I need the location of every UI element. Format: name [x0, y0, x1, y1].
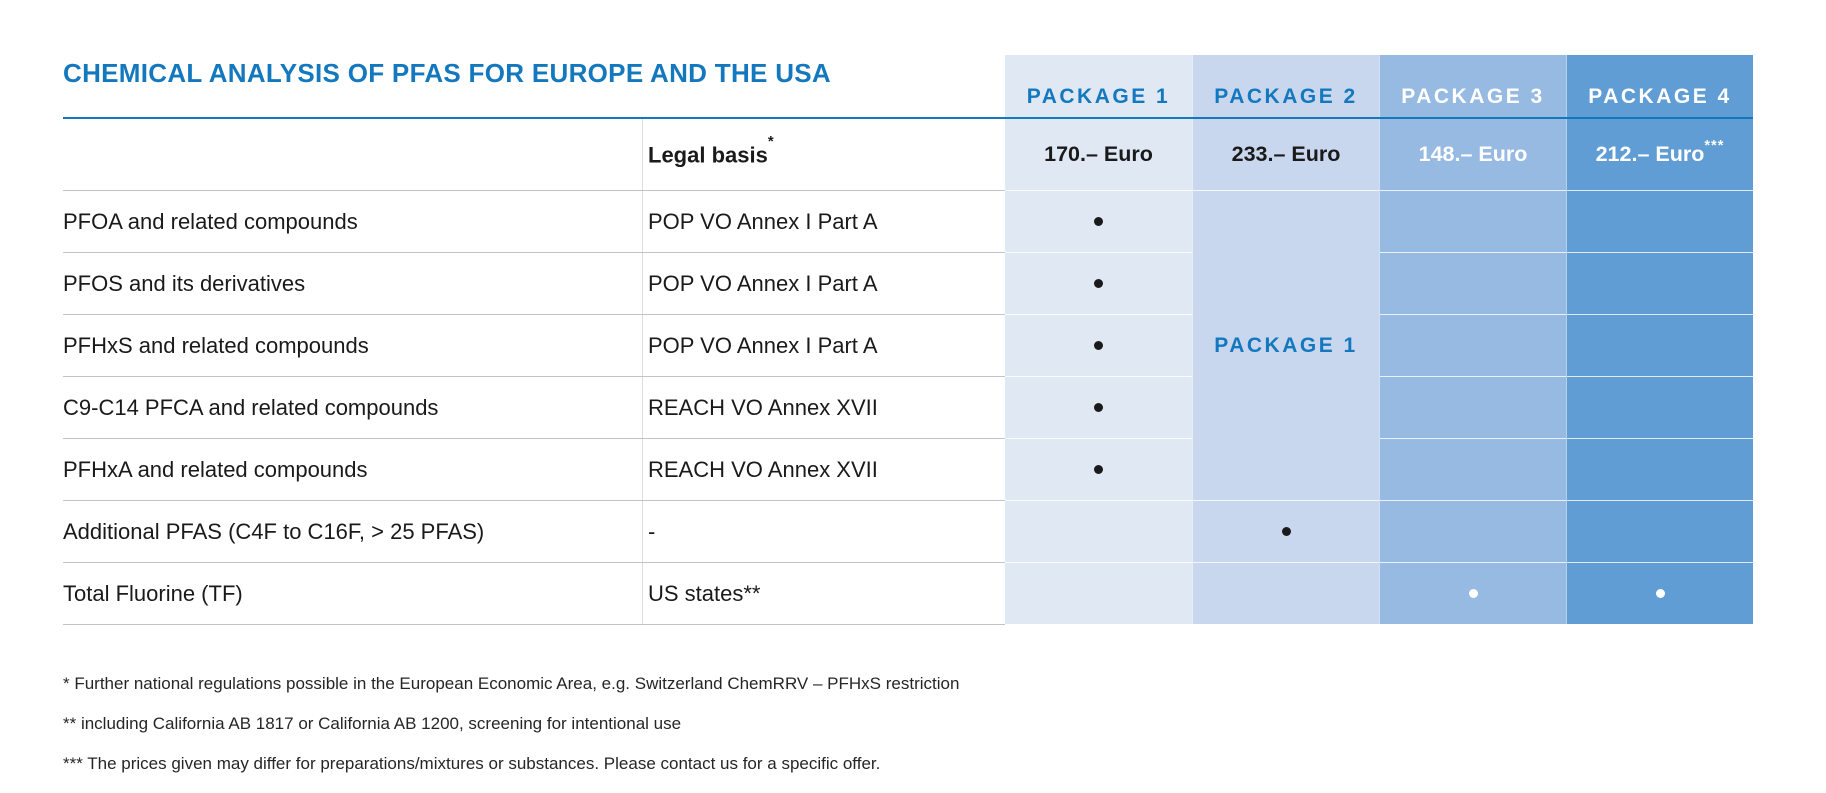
cell-package1-row2 [1005, 252, 1192, 314]
legal-basis-value: REACH VO Annex XVII [648, 456, 878, 482]
package-column-4: PACKAGE 4 212.– Euro *** [1566, 55, 1753, 624]
package-2-price: 233.– Euro [1193, 118, 1379, 190]
cell-package2-row7 [1193, 562, 1379, 624]
page-title: CHEMICAL ANALYSIS OF PFAS FOR EUROPE AND… [63, 58, 831, 88]
cell-package3-row4 [1380, 376, 1566, 438]
table-row: PFOS and its derivatives POP VO Annex I … [63, 252, 1005, 314]
package-column-1: PACKAGE 1 170.– Euro [1005, 55, 1192, 624]
substance-name: PFOS and its derivatives [63, 270, 306, 296]
footnotes: * Further national regulations possible … [63, 674, 959, 793]
table-row: Total Fluorine (TF) US states** [63, 562, 1005, 624]
cell-package3-row3 [1380, 314, 1566, 376]
package-3-price: 148.– Euro [1380, 118, 1566, 190]
legal-basis-value: POP VO Annex I Part A [648, 332, 878, 358]
legal-basis-value: POP VO Annex I Part A [648, 270, 878, 296]
cell-package3-row2 [1380, 252, 1566, 314]
package-4-price-asterisks: *** [1704, 137, 1725, 154]
package-1-header: PACKAGE 1 [1026, 85, 1171, 108]
included-dot [1094, 465, 1103, 474]
analysis-table-left: Legal basis* PFOA and related compounds … [63, 119, 1005, 625]
cell-package3-row6 [1380, 500, 1566, 562]
legal-basis-value: REACH VO Annex XVII [648, 394, 878, 420]
cell-package4-row7 [1567, 562, 1753, 624]
cell-package4-row2 [1567, 252, 1753, 314]
substance-name: PFOA and related compounds [63, 208, 358, 234]
substance-name: C9-C14 PFCA and related compounds [63, 394, 439, 420]
included-dot [1094, 341, 1103, 350]
included-dot [1094, 279, 1103, 288]
legal-basis-value: - [648, 518, 656, 544]
cell-package1-row7 [1005, 562, 1192, 624]
included-dot [1094, 403, 1103, 412]
cell-package3-row1 [1380, 190, 1566, 252]
legal-basis-value: POP VO Annex I Part A [648, 208, 878, 234]
cell-package4-row5 [1567, 438, 1753, 500]
column-divider-line [642, 119, 643, 625]
legal-basis-value: US states** [648, 580, 761, 606]
cell-package4-row6 [1567, 500, 1753, 562]
package-4-price-text: 212.– Euro [1595, 141, 1705, 166]
cell-package3-row7 [1380, 562, 1566, 624]
package-3-price-text: 148.– Euro [1418, 141, 1528, 166]
cell-package3-row5 [1380, 438, 1566, 500]
cell-package4-row3 [1567, 314, 1753, 376]
cell-package2-merged-package1: PACKAGE 1 [1193, 190, 1379, 500]
package-1-price: 170.– Euro [1005, 118, 1192, 190]
cell-package2-row6 [1193, 500, 1379, 562]
package-2-header: PACKAGE 2 [1214, 85, 1358, 108]
table-row: C9-C14 PFCA and related compounds REACH … [63, 376, 1005, 438]
table-row: Additional PFAS (C4F to C16F, > 25 PFAS)… [63, 500, 1005, 562]
footnote-2: ** including California AB 1817 or Calif… [63, 714, 682, 733]
cell-package4-row1 [1567, 190, 1753, 252]
package-1-price-text: 170.– Euro [1044, 141, 1153, 166]
table-row: PFOA and related compounds POP VO Annex … [63, 190, 1005, 252]
included-dot [1281, 527, 1291, 536]
cell-package1-row4 [1005, 376, 1192, 438]
cell-package4-row4 [1567, 376, 1753, 438]
cell-package1-row6 [1005, 500, 1192, 562]
substance-name: Additional PFAS (C4F to C16F, > 25 PFAS) [63, 518, 485, 544]
table-row: PFHxA and related compounds REACH VO Ann… [63, 438, 1005, 500]
table-header-row: Legal basis* [63, 119, 1005, 190]
package-3-header: PACKAGE 3 [1401, 85, 1545, 108]
package-column-3: PACKAGE 3 148.– Euro [1379, 55, 1566, 624]
substance-name: Total Fluorine (TF) [63, 580, 243, 606]
package-2-price-text: 233.– Euro [1231, 141, 1341, 166]
substance-name: PFHxS and related compounds [63, 332, 369, 358]
included-dot [1655, 589, 1665, 598]
included-dot [1094, 217, 1103, 226]
table-row: PFHxS and related compounds POP VO Annex… [63, 314, 1005, 376]
package-4-header: PACKAGE 4 [1588, 85, 1732, 108]
cell-package1-row1 [1005, 190, 1192, 252]
package-4-price: 212.– Euro *** [1567, 118, 1753, 190]
legal-basis-header-text: Legal basis [648, 142, 768, 168]
legal-basis-header: Legal basis* [643, 133, 1005, 168]
included-dot [1468, 589, 1478, 598]
package-column-2: PACKAGE 2 233.– Euro PACKAGE 1 [1192, 55, 1379, 624]
substance-name: PFHxA and related compounds [63, 456, 368, 482]
footnote-3: *** The prices given may differ for prep… [63, 754, 881, 773]
cell-package1-row5 [1005, 438, 1192, 500]
footnote-1: * Further national regulations possible … [63, 674, 960, 693]
header-rule [63, 117, 1753, 119]
legal-basis-asterisk: * [767, 132, 775, 150]
cell-package1-row3 [1005, 314, 1192, 376]
